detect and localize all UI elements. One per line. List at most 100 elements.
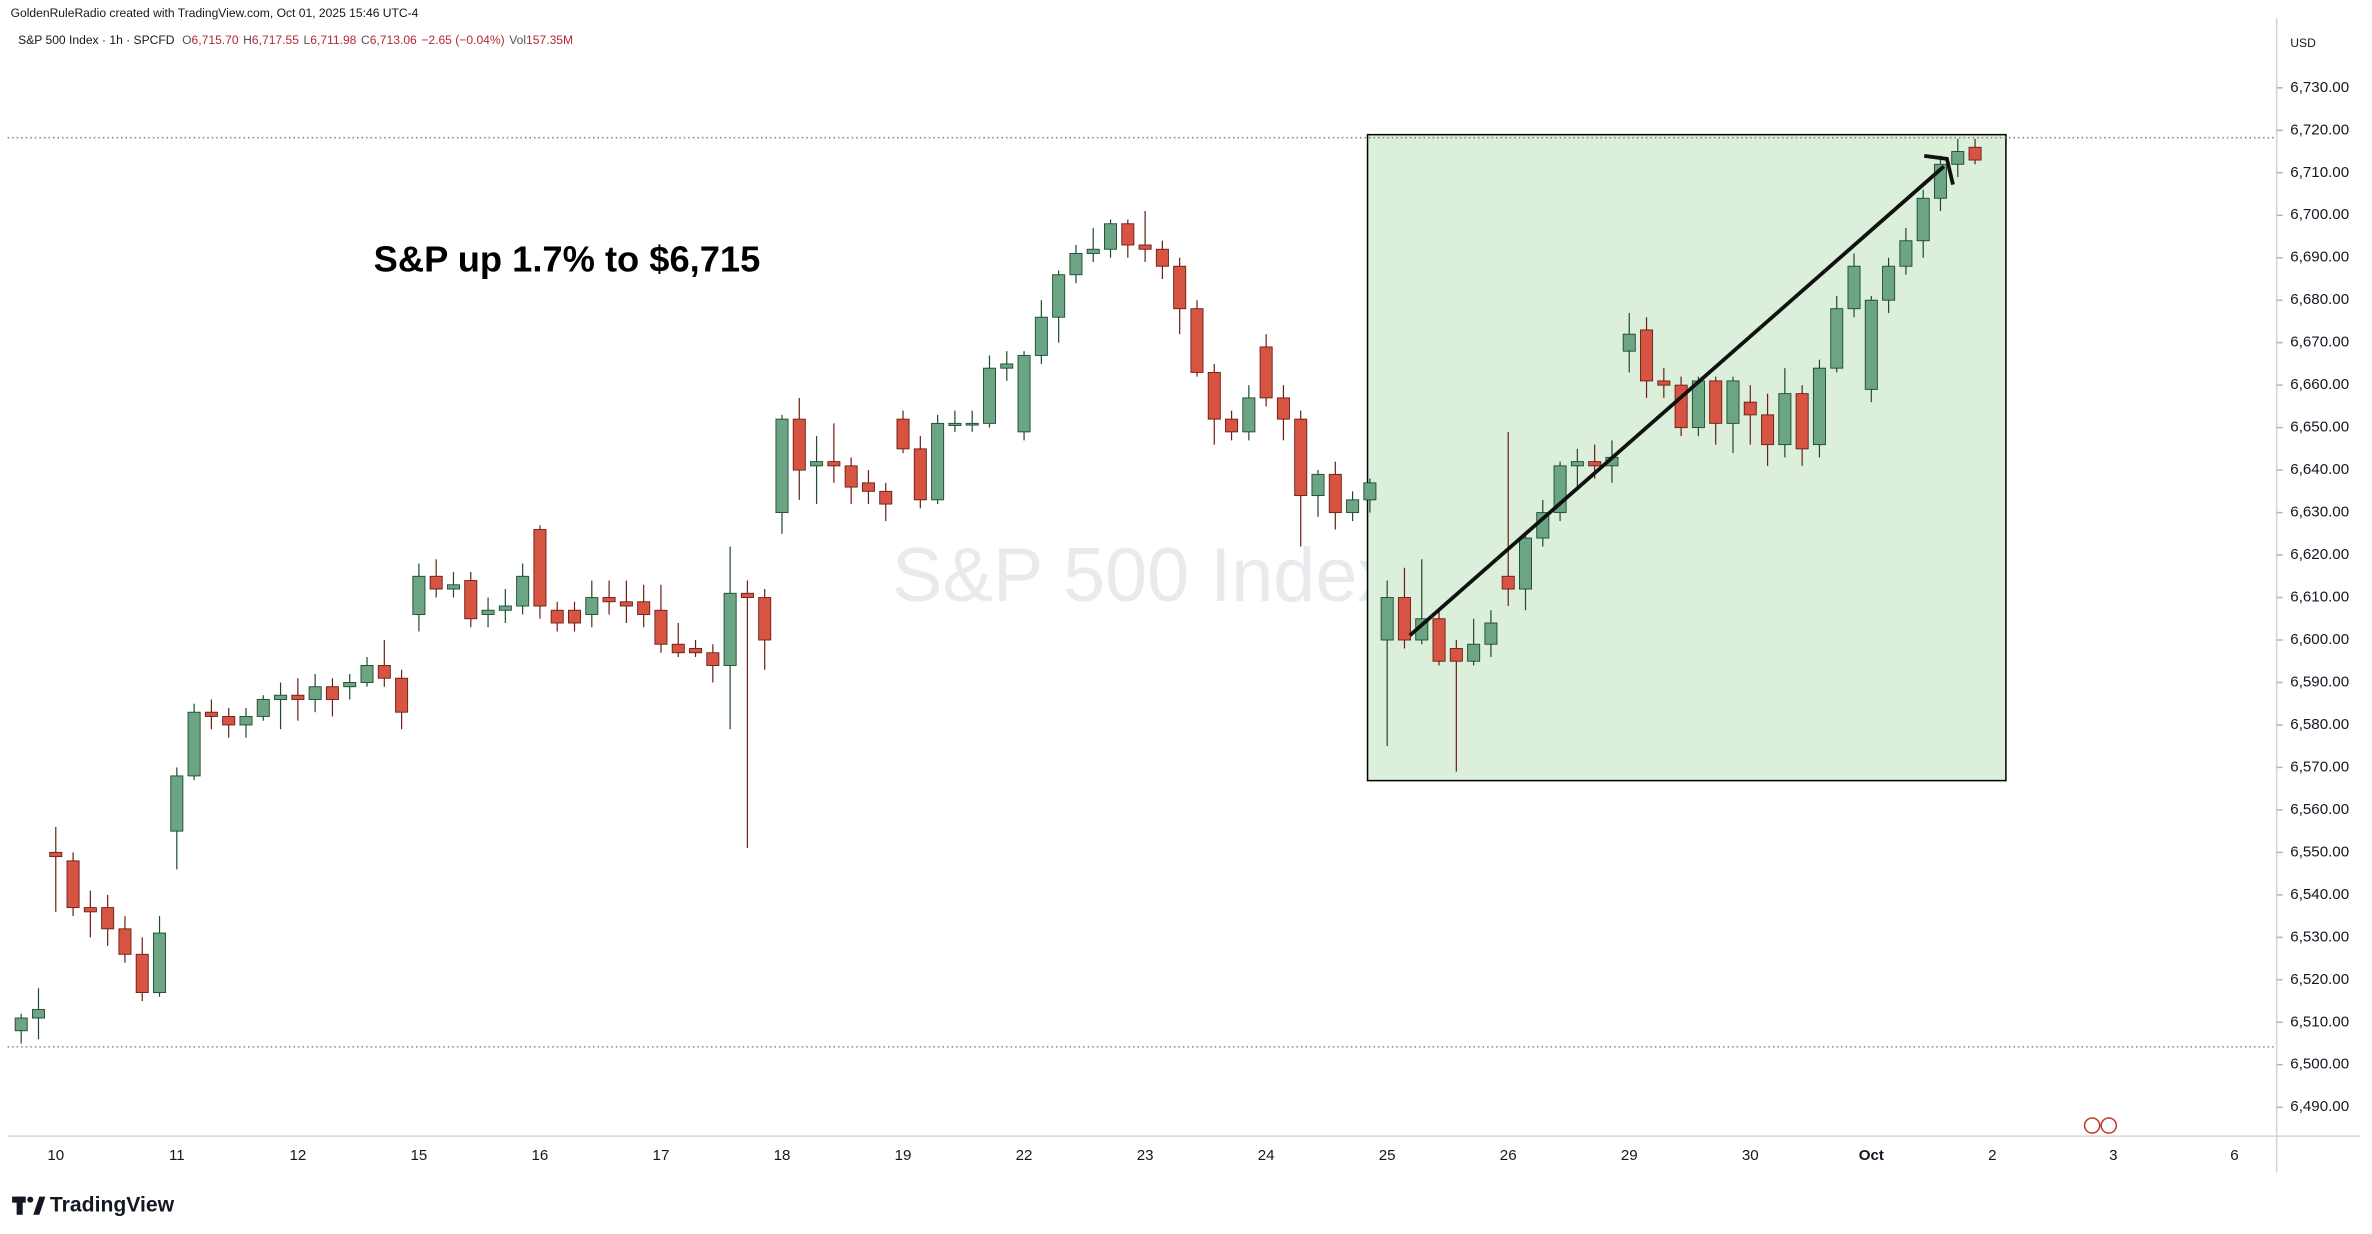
- y-tick-label: 6,640.00: [2290, 461, 2349, 478]
- candle-body: [274, 694, 288, 700]
- candle-body: [101, 907, 115, 930]
- candle-body: [1795, 393, 1809, 450]
- candle-body: [446, 584, 460, 590]
- candle-body: [222, 716, 236, 726]
- candle-body: [1864, 299, 1878, 390]
- candle-body: [1259, 346, 1273, 399]
- logo-part: [16, 1196, 23, 1215]
- volume: 157.35M: [526, 33, 573, 47]
- y-tick-label: 6,530.00: [2290, 928, 2349, 945]
- candle-body: [654, 609, 668, 645]
- candle-body: [550, 609, 564, 624]
- candle-body: [1069, 253, 1083, 276]
- quote-label: C: [361, 33, 370, 47]
- annotation: S&P up 1.7% to $6,715: [374, 238, 761, 279]
- candle-body: [429, 575, 443, 590]
- candle-body: [723, 592, 737, 666]
- candle-body: [1622, 333, 1636, 352]
- candle-body: [1104, 223, 1118, 250]
- x-tick-label: Oct: [1859, 1147, 1884, 1164]
- candle-body: [1916, 197, 1930, 242]
- quote-value: 6,715.70: [192, 33, 239, 47]
- candle-body: [83, 907, 97, 913]
- candle-body: [1225, 418, 1239, 433]
- y-tick-label: 6,600.00: [2290, 631, 2349, 648]
- candle-body: [31, 1009, 45, 1019]
- event-icon[interactable]: [2100, 1117, 2118, 1134]
- candle-body: [343, 682, 357, 688]
- candle-body: [481, 609, 495, 615]
- candle-body: [861, 482, 875, 492]
- event-icon[interactable]: [2083, 1117, 2101, 1134]
- candle-body: [1328, 473, 1342, 514]
- y-tick-label: 6,730.00: [2290, 79, 2349, 96]
- y-tick-label: 6,720.00: [2290, 121, 2349, 138]
- quote-label: H: [243, 33, 252, 47]
- y-tick-label: 6,660.00: [2290, 376, 2349, 393]
- y-tick-label: 6,560.00: [2290, 801, 2349, 818]
- candle-body: [1968, 146, 1982, 161]
- highlight-box: [1366, 133, 2007, 782]
- y-tick-label: 6,630.00: [2290, 504, 2349, 521]
- x-tick-label: 26: [1500, 1147, 1517, 1164]
- candle-body: [516, 575, 530, 607]
- candle-body: [1363, 482, 1377, 501]
- candle-body: [1000, 363, 1014, 369]
- y-tick-label: 6,680.00: [2290, 291, 2349, 308]
- x-tick-label: 30: [1742, 1147, 1759, 1164]
- x-tick-label: 12: [289, 1147, 306, 1164]
- candle-body: [758, 597, 772, 641]
- candle-body: [360, 665, 374, 683]
- candle-body: [308, 686, 322, 700]
- candle-body: [1709, 380, 1723, 424]
- candle-body: [1276, 397, 1290, 420]
- candle-body: [1467, 643, 1481, 662]
- candle-body: [982, 367, 996, 424]
- candle-body: [1346, 499, 1360, 514]
- y-tick-label: 6,540.00: [2290, 886, 2349, 903]
- candle-body: [810, 461, 824, 467]
- y-tick-label: 6,500.00: [2290, 1056, 2349, 1073]
- candle-body: [395, 677, 409, 713]
- candle-body: [239, 716, 253, 726]
- candle-body: [1397, 597, 1411, 641]
- candle-body: [740, 592, 754, 598]
- candle-body: [498, 605, 512, 611]
- y-tick-label: 6,550.00: [2290, 843, 2349, 860]
- candle-body: [1449, 648, 1463, 662]
- candle-body: [689, 648, 703, 654]
- quote-line: S&P 500 Index · 1h · SPCFD O6,715.70 H6,71…: [18, 33, 573, 47]
- y-tick-label: 6,520.00: [2290, 971, 2349, 988]
- candle-body: [671, 643, 685, 654]
- x-tick-label: 29: [1621, 1147, 1638, 1164]
- currency: USD: [2290, 36, 2316, 50]
- candle-body: [1432, 618, 1446, 662]
- y-tick-label: 6,590.00: [2290, 673, 2349, 690]
- candle-body: [965, 422, 979, 426]
- candle-body: [1155, 248, 1169, 267]
- candle-body: [1052, 274, 1066, 318]
- candle-body: [1830, 308, 1844, 369]
- candle-body: [49, 851, 63, 858]
- y-tick-label: 6,490.00: [2290, 1098, 2349, 1115]
- x-tick-label: 19: [895, 1147, 912, 1164]
- candle-body: [1173, 265, 1187, 310]
- candle-body: [1138, 244, 1152, 250]
- candle-body: [827, 461, 841, 467]
- candle-body: [585, 597, 599, 615]
- change: −2.65 (−0.04%): [421, 33, 504, 47]
- y-tick-label: 6,650.00: [2290, 419, 2349, 436]
- candle-body: [637, 601, 651, 615]
- candle-body: [1570, 461, 1584, 467]
- candle-body: [1017, 354, 1031, 433]
- candle-body: [135, 953, 149, 993]
- candle-body: [1726, 380, 1740, 424]
- candle-body: [1207, 371, 1221, 420]
- candle-body: [170, 775, 184, 832]
- candles: [14, 138, 1982, 1044]
- quote-label: O: [182, 33, 191, 47]
- candle-body: [1657, 380, 1671, 386]
- x-tick-label: 22: [1016, 1147, 1033, 1164]
- brand: TradingView: [50, 1193, 175, 1216]
- candle-body: [1847, 265, 1861, 310]
